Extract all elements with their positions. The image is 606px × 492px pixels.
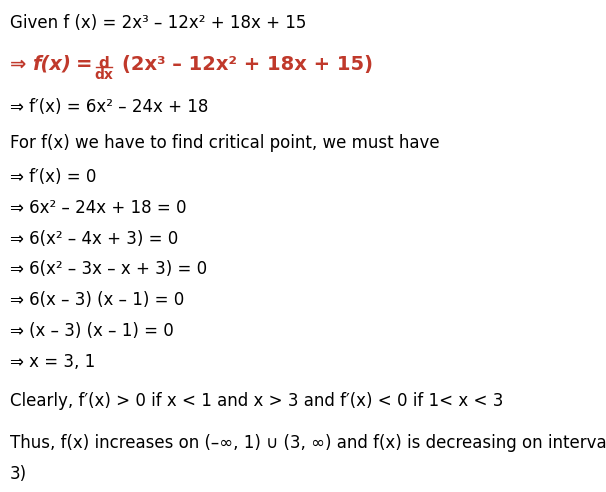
Text: d: d xyxy=(99,56,109,70)
Text: For f(x) we have to find critical point, we must have: For f(x) we have to find critical point,… xyxy=(10,134,439,153)
Text: Clearly, f′(x) > 0 if x < 1 and x > 3 and f′(x) < 0 if 1< x < 3: Clearly, f′(x) > 0 if x < 1 and x > 3 an… xyxy=(10,392,504,410)
Text: Given f (x) = 2x³ – 12x² + 18x + 15: Given f (x) = 2x³ – 12x² + 18x + 15 xyxy=(10,14,307,32)
Text: ⇒ 6(x² – 3x – x + 3) = 0: ⇒ 6(x² – 3x – x + 3) = 0 xyxy=(10,260,207,278)
Text: ⇒ f′(x) = 0: ⇒ f′(x) = 0 xyxy=(10,168,96,186)
Text: ⇒ 6(x² – 4x + 3) = 0: ⇒ 6(x² – 4x + 3) = 0 xyxy=(10,230,178,247)
Text: dx: dx xyxy=(95,67,113,82)
Text: ⇒ 6(x – 3) (x – 1) = 0: ⇒ 6(x – 3) (x – 1) = 0 xyxy=(10,291,184,309)
Text: ′: ′ xyxy=(35,60,39,75)
Text: =: = xyxy=(76,55,93,74)
Text: (2x³ – 12x² + 18x + 15): (2x³ – 12x² + 18x + 15) xyxy=(122,55,373,74)
Text: 3): 3) xyxy=(10,465,27,483)
Text: ⇒ (x – 3) (x – 1) = 0: ⇒ (x – 3) (x – 1) = 0 xyxy=(10,322,174,340)
Text: ⇒: ⇒ xyxy=(10,55,27,74)
Text: f(x): f(x) xyxy=(32,55,71,74)
Text: ⇒ 6x² – 24x + 18 = 0: ⇒ 6x² – 24x + 18 = 0 xyxy=(10,199,187,217)
Text: ⇒ x = 3, 1: ⇒ x = 3, 1 xyxy=(10,353,95,371)
Text: Thus, f(x) increases on (–∞, 1) ∪ (3, ∞) and f(x) is decreasing on interval x ∈ : Thus, f(x) increases on (–∞, 1) ∪ (3, ∞)… xyxy=(10,434,606,452)
Text: ⇒ f′(x) = 6x² – 24x + 18: ⇒ f′(x) = 6x² – 24x + 18 xyxy=(10,98,208,116)
